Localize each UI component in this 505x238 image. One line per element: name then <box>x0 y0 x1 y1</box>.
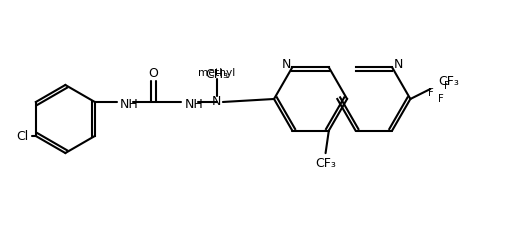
Text: CF₃: CF₃ <box>315 157 335 170</box>
Text: O: O <box>148 67 158 80</box>
Text: methyl: methyl <box>198 68 235 78</box>
Text: CH₃: CH₃ <box>205 68 228 81</box>
Text: CF₃: CF₃ <box>437 75 458 88</box>
Text: N: N <box>212 95 221 109</box>
Text: NH: NH <box>120 98 138 111</box>
Text: Cl: Cl <box>16 129 28 143</box>
Text: F: F <box>427 88 432 98</box>
Text: N: N <box>281 58 290 71</box>
Text: NH: NH <box>184 98 203 111</box>
Text: F: F <box>437 94 442 104</box>
Text: F: F <box>443 81 449 91</box>
Text: N: N <box>393 58 402 71</box>
